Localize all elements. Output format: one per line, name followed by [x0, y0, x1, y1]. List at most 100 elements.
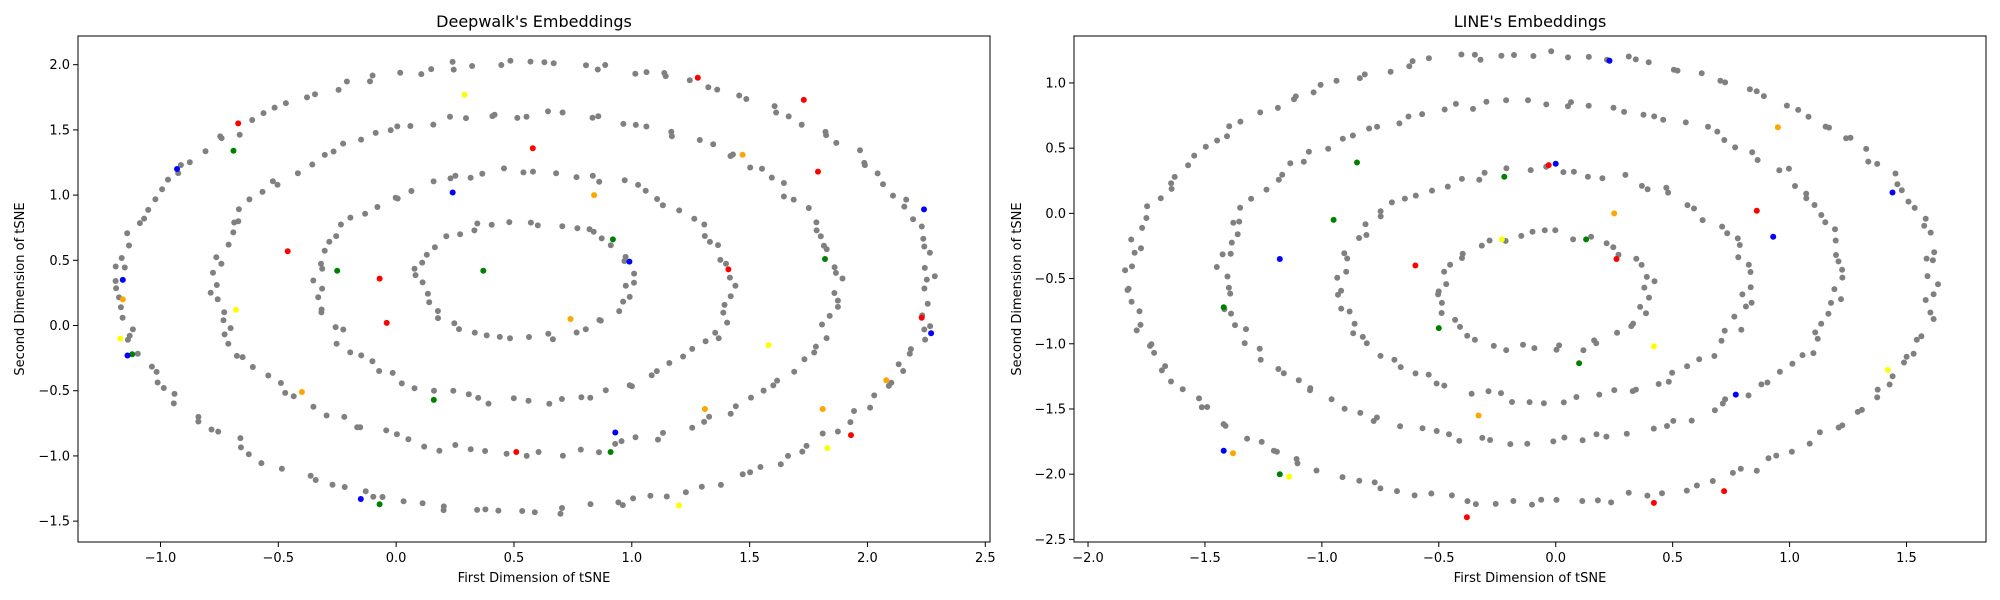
orange-point: [567, 316, 574, 322]
gray-point: [1632, 386, 1639, 393]
gray-point: [367, 78, 373, 85]
gray-point: [1510, 498, 1517, 504]
gray-point: [1227, 250, 1234, 257]
red-point: [918, 314, 925, 321]
gray-point: [246, 196, 253, 203]
y-tick-label: −1.5: [1034, 402, 1066, 417]
gray-point: [218, 260, 225, 267]
gray-point: [682, 489, 689, 496]
gray-point: [1507, 441, 1514, 448]
gray-point: [307, 472, 314, 479]
gray-point: [1343, 268, 1350, 275]
gray-point: [357, 424, 364, 431]
gray-point: [1935, 281, 1941, 288]
gray-point: [1397, 423, 1404, 430]
gray-point: [760, 387, 767, 394]
gray-point: [1669, 369, 1676, 376]
gray-point: [148, 363, 155, 370]
gray-point: [799, 448, 806, 455]
blue-point: [357, 496, 364, 502]
gray-point: [1317, 81, 1324, 88]
gray-point: [1443, 281, 1450, 288]
y-tick-label: −1.5: [38, 515, 70, 530]
gray-point: [488, 221, 495, 228]
yellow-point: [232, 306, 239, 313]
gray-point: [805, 205, 812, 211]
gray-point: [282, 389, 289, 396]
gray-point: [278, 465, 285, 472]
gray-point: [202, 148, 209, 155]
gray-point: [341, 413, 348, 420]
gray-point: [616, 308, 623, 315]
gray-point: [450, 66, 457, 73]
gray-point: [1737, 465, 1744, 472]
gray-point: [321, 247, 328, 254]
deepwalk-y-axis-label: Second Dimension of tSNE: [13, 202, 28, 375]
gray-point: [1548, 48, 1555, 55]
gray-point: [1810, 350, 1817, 357]
gray-point: [702, 338, 709, 345]
gray-point: [1213, 264, 1220, 270]
gray-point: [1122, 267, 1129, 274]
gray-point: [587, 394, 594, 401]
gray-point: [1603, 433, 1610, 440]
gray-point: [221, 331, 228, 338]
gray-point: [1479, 434, 1486, 441]
gray-point: [310, 277, 317, 284]
gray-point: [1157, 195, 1164, 202]
gray-point: [632, 434, 639, 441]
gray-point: [214, 296, 221, 303]
line-points: [1122, 48, 1941, 521]
gray-point: [596, 449, 602, 456]
gray-point: [1650, 425, 1657, 432]
gray-point: [1391, 356, 1398, 363]
x-tick-label: −1.0: [145, 551, 177, 566]
gray-point: [479, 170, 486, 177]
gray-point: [1765, 455, 1772, 462]
gray-point: [1560, 169, 1567, 176]
gray-point: [1270, 447, 1277, 454]
gray-point: [1227, 290, 1234, 297]
y-tick-label: 2.0: [49, 58, 70, 73]
x-tick-label: −2.0: [1072, 551, 1104, 566]
gray-point: [1929, 257, 1936, 264]
gray-point: [1814, 335, 1821, 342]
gray-point: [1244, 435, 1251, 442]
gray-point: [1803, 190, 1810, 197]
gray-point: [642, 187, 649, 194]
gray-point: [1138, 245, 1144, 252]
gray-point: [1295, 377, 1302, 384]
red-point: [1613, 256, 1620, 262]
gray-point: [392, 194, 399, 201]
gray-point: [129, 326, 136, 333]
gray-point: [1349, 132, 1356, 139]
gray-point: [1795, 106, 1802, 113]
gray-point: [706, 413, 713, 420]
gray-point: [1901, 359, 1907, 366]
gray-point: [1477, 56, 1484, 63]
gray-point: [559, 109, 566, 116]
gray-point: [1556, 342, 1563, 349]
gray-point: [1698, 70, 1705, 77]
gray-point: [1638, 182, 1645, 189]
gray-point: [1377, 352, 1384, 359]
gray-point: [1136, 308, 1143, 315]
gray-point: [369, 72, 376, 79]
gray-point: [660, 429, 666, 436]
gray-point: [1196, 395, 1202, 402]
gray-point: [213, 254, 220, 261]
gray-point: [1749, 149, 1756, 156]
gray-point: [452, 442, 459, 448]
gray-point: [1520, 341, 1526, 348]
y-tick-label: −2.5: [1034, 533, 1066, 548]
gray-point: [890, 192, 896, 199]
gray-point: [1334, 274, 1341, 281]
gray-point: [736, 92, 743, 99]
gray-point: [1729, 469, 1736, 476]
gray-point: [1773, 452, 1780, 459]
gray-point: [1356, 235, 1363, 241]
gray-point: [577, 446, 584, 453]
gray-point: [620, 298, 627, 305]
blue-point: [124, 352, 131, 359]
gray-point: [1335, 291, 1341, 298]
